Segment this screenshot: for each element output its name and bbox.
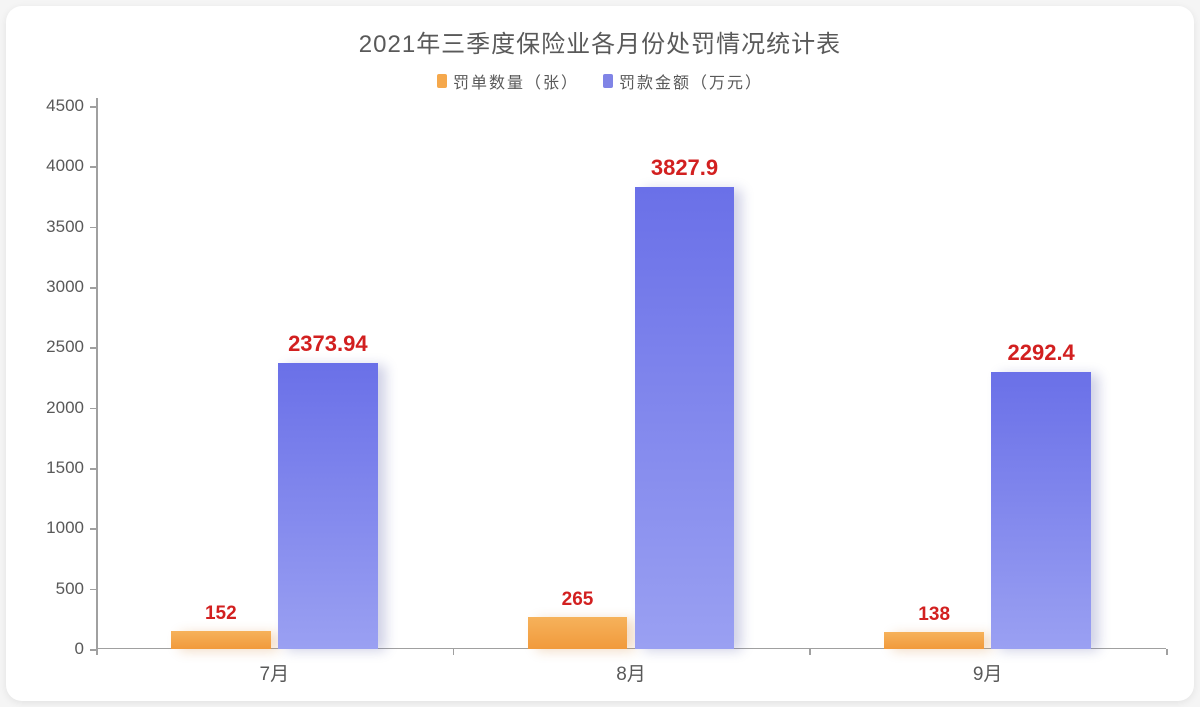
chart-card: 2021年三季度保险业各月份处罚情况统计表 罚单数量（张） 罚款金额（万元） 0… — [6, 6, 1194, 701]
bar-amount — [991, 372, 1091, 649]
y-tick-label: 2500 — [46, 337, 96, 357]
legend-label: 罚款金额（万元） — [619, 69, 763, 93]
bar-value-label: 2373.94 — [288, 331, 368, 357]
bar-count — [171, 631, 271, 649]
y-tick-label: 500 — [56, 579, 96, 599]
legend-label: 罚单数量（张） — [453, 69, 579, 93]
bar-value-label: 3827.9 — [651, 155, 718, 181]
y-tick-label: 4000 — [46, 156, 96, 176]
x-tick — [96, 649, 98, 655]
bar-count — [884, 632, 984, 649]
y-tick-label: 1500 — [46, 458, 96, 478]
plot-area: 0500100015002000250030003500400045007月15… — [96, 106, 1166, 649]
y-tick-label: 0 — [75, 639, 96, 659]
x-tick — [453, 649, 455, 655]
legend-swatch-purple-icon — [603, 74, 613, 88]
y-tick-label: 3500 — [46, 217, 96, 237]
x-category-label: 8月 — [616, 649, 646, 686]
y-tick-label: 2000 — [46, 398, 96, 418]
x-tick — [809, 649, 811, 655]
bar-value-label: 138 — [918, 604, 950, 626]
bar-value-label: 265 — [562, 589, 594, 611]
y-tick-label: 3000 — [46, 277, 96, 297]
chart-title: 2021年三季度保险业各月份处罚情况统计表 — [26, 24, 1174, 59]
chart-legend: 罚单数量（张） 罚款金额（万元） — [26, 69, 1174, 93]
x-category-label: 7月 — [260, 649, 290, 686]
bar-value-label: 2292.4 — [1008, 340, 1075, 366]
bar-amount — [278, 363, 378, 649]
x-category-label: 9月 — [973, 649, 1003, 686]
bar-amount — [635, 187, 735, 649]
legend-item-purple: 罚款金额（万元） — [603, 69, 763, 93]
y-tick-label: 1000 — [46, 518, 96, 538]
x-tick — [1166, 649, 1168, 655]
y-axis-line — [96, 98, 98, 649]
bar-count — [528, 617, 628, 649]
y-tick-label: 4500 — [46, 96, 96, 116]
legend-swatch-orange-icon — [437, 74, 447, 88]
legend-item-orange: 罚单数量（张） — [437, 69, 579, 93]
bar-value-label: 152 — [205, 603, 237, 625]
